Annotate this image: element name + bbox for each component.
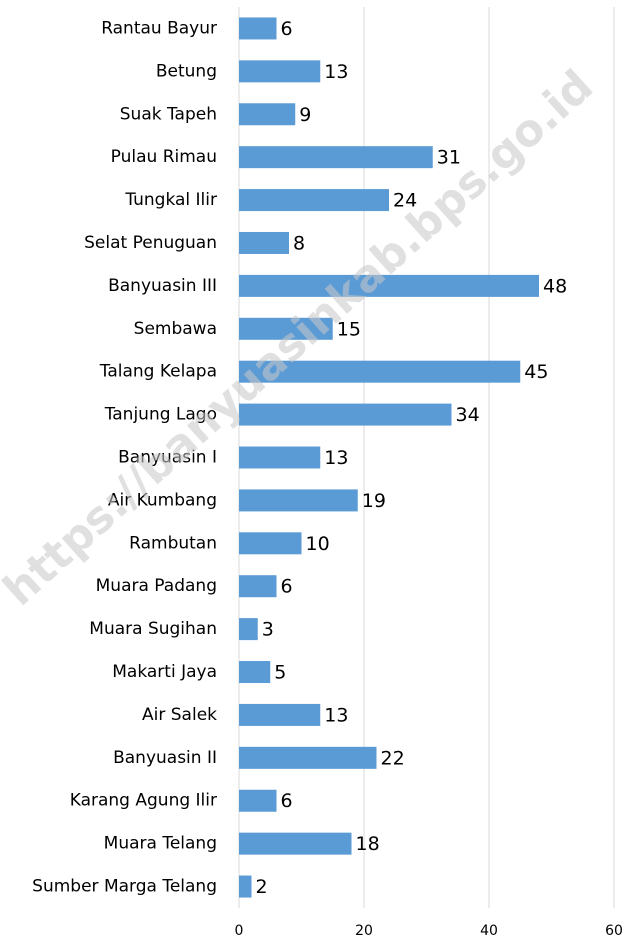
data-label: 5 xyxy=(274,662,286,684)
y-tick-label: Betung xyxy=(156,61,217,81)
bar xyxy=(239,575,277,598)
bar xyxy=(239,532,302,555)
y-tick-label: Banyuasin II xyxy=(113,748,217,768)
data-label: 31 xyxy=(437,147,461,169)
data-label: 24 xyxy=(393,190,417,212)
data-label: 34 xyxy=(456,404,480,426)
bar xyxy=(239,489,358,512)
bar xyxy=(239,189,389,212)
y-tick-label: Pulau Rimau xyxy=(111,147,217,167)
bar xyxy=(239,103,296,126)
x-tick-label: 40 xyxy=(480,923,498,939)
y-tick-label: Air Kumbang xyxy=(108,490,217,510)
y-tick-label: Selat Penuguan xyxy=(84,233,217,253)
bar xyxy=(239,446,321,469)
data-label: 3 xyxy=(262,619,274,641)
bar xyxy=(239,618,258,641)
bar xyxy=(239,317,333,340)
data-label: 13 xyxy=(324,61,348,83)
bar xyxy=(239,703,321,726)
bar xyxy=(239,146,433,169)
bar xyxy=(239,231,289,254)
bar xyxy=(239,789,277,812)
bar xyxy=(239,60,321,83)
y-tick-label: Banyuasin I xyxy=(118,448,217,468)
bar xyxy=(239,17,277,40)
bar xyxy=(239,360,521,383)
data-label: 19 xyxy=(362,490,386,512)
bar xyxy=(239,832,352,855)
bar xyxy=(239,403,452,426)
data-label: 6 xyxy=(281,18,293,40)
x-tick-label: 0 xyxy=(235,923,244,939)
bar xyxy=(239,875,252,898)
y-tick-label: Banyuasin III xyxy=(108,276,217,296)
x-tick-label: 20 xyxy=(355,923,373,939)
data-label: 2 xyxy=(256,876,268,898)
y-tick-label: Muara Padang xyxy=(96,576,217,596)
data-label: 45 xyxy=(524,361,548,383)
y-tick-label: Sumber Marga Telang xyxy=(32,877,217,897)
y-tick-label: Sembawa xyxy=(134,319,217,339)
y-tick-label: Air Salek xyxy=(142,705,217,725)
data-label: 13 xyxy=(324,704,348,726)
data-label: 9 xyxy=(299,104,311,126)
data-label: 8 xyxy=(293,232,305,254)
data-label: 6 xyxy=(281,790,293,812)
y-tick-label: Talang Kelapa xyxy=(99,362,217,382)
data-label: 22 xyxy=(381,747,405,769)
y-tick-label: Tanjung Lago xyxy=(104,405,217,425)
y-tick-label: Rambutan xyxy=(129,533,217,553)
x-tick-label: 60 xyxy=(605,923,623,939)
y-tick-label: Suak Tapeh xyxy=(120,104,217,124)
y-tick-label: Tungkal Ilir xyxy=(124,190,217,210)
bar xyxy=(239,661,271,684)
y-tick-label: Rantau Bayur xyxy=(101,18,217,38)
bar xyxy=(239,746,377,769)
y-tick-label: Makarti Jaya xyxy=(112,662,217,682)
data-label: 13 xyxy=(324,447,348,469)
y-tick-label: Muara Telang xyxy=(104,834,217,854)
y-tick-label: Muara Sugihan xyxy=(89,619,217,639)
data-label: 10 xyxy=(306,533,330,555)
bar xyxy=(239,274,539,297)
y-tick-label: Karang Agung Ilir xyxy=(70,791,217,811)
data-label: 18 xyxy=(356,833,380,855)
data-label: 6 xyxy=(281,576,293,598)
data-label: 48 xyxy=(543,275,567,297)
data-label: 15 xyxy=(337,318,361,340)
